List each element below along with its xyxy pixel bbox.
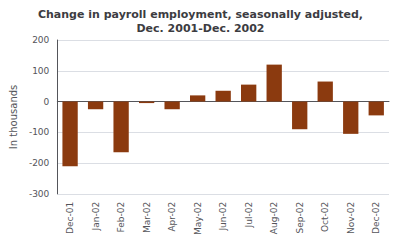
svg-text:May-02: May-02 — [193, 202, 203, 235]
svg-text:0: 0 — [44, 97, 50, 107]
svg-text:-200: -200 — [29, 158, 50, 168]
svg-text:Dec-01: Dec-01 — [65, 202, 75, 234]
svg-text:Dec-02: Dec-02 — [371, 202, 381, 234]
svg-text:Change in payroll employment,: Change in payroll employment, seasonally… — [38, 8, 363, 21]
svg-text:-100: -100 — [29, 127, 50, 137]
svg-text:Jun-02: Jun-02 — [218, 202, 228, 232]
svg-text:Nov-02: Nov-02 — [346, 202, 356, 234]
svg-text:Apr-02: Apr-02 — [167, 202, 177, 232]
svg-text:Aug-02: Aug-02 — [269, 202, 279, 234]
svg-text:100: 100 — [32, 66, 49, 76]
svg-text:-300: -300 — [29, 189, 50, 199]
svg-text:Sep-02: Sep-02 — [295, 202, 305, 234]
svg-text:Mar-02: Mar-02 — [142, 202, 152, 233]
svg-text:200: 200 — [32, 35, 49, 45]
svg-text:Oct-02: Oct-02 — [320, 202, 330, 232]
svg-text:Feb-02: Feb-02 — [116, 202, 126, 233]
svg-text:In thousands: In thousands — [8, 85, 19, 149]
svg-text:Jan-02: Jan-02 — [91, 202, 101, 232]
svg-text:Jul-02: Jul-02 — [244, 202, 254, 229]
svg-text:Dec. 2001-Dec. 2002: Dec. 2001-Dec. 2002 — [136, 22, 264, 35]
